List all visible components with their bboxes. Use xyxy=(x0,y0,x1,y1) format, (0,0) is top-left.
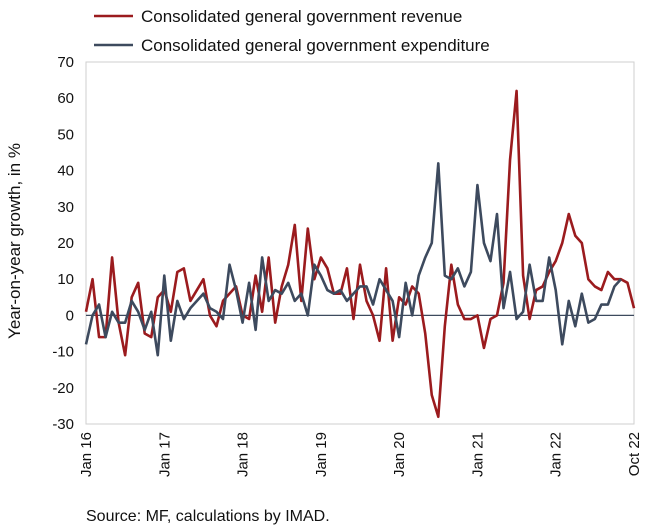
revenue-series-line xyxy=(84,89,636,419)
x-tick-label: Jan 21 xyxy=(469,432,486,477)
x-tick-label: Jan 16 xyxy=(78,432,95,477)
y-tick-label: 50 xyxy=(57,126,74,143)
y-tick-label: -30 xyxy=(52,416,74,433)
source-note: Source: MF, calculations by IMAD. xyxy=(86,508,330,525)
y-tick-label: 20 xyxy=(57,235,74,252)
expenditure-series-line xyxy=(84,162,622,357)
x-tick-label: Jan 18 xyxy=(235,432,252,477)
y-axis-label: Year-on-year growth, in % xyxy=(5,143,24,339)
plot-area xyxy=(84,61,636,425)
y-tick-label: 40 xyxy=(57,163,74,180)
legend: Consolidated general government revenue C… xyxy=(94,7,490,55)
y-tick-label: 60 xyxy=(57,90,74,107)
y-tick-label: -10 xyxy=(52,344,74,361)
y-axis: -30 -20 -10 0 10 20 30 40 50 60 70 xyxy=(52,54,74,433)
x-tick-label: Jan 19 xyxy=(313,432,330,477)
x-tick-label: Jan 20 xyxy=(391,432,408,477)
plot-frame xyxy=(85,61,635,425)
y-tick-label: -20 xyxy=(52,380,74,397)
y-tick-label: 10 xyxy=(57,271,74,288)
x-tick-label: Jan 22 xyxy=(548,432,565,477)
y-tick-label: 0 xyxy=(66,307,74,324)
x-tick-label: Jan 17 xyxy=(156,432,173,477)
legend-label: Consolidated general government expendit… xyxy=(141,36,490,55)
x-axis: Jan 16 Jan 17 Jan 18 Jan 19 Jan 20 Jan 21 Jan … xyxy=(78,432,643,477)
y-tick-label: 30 xyxy=(57,199,74,216)
y-tick-label: 70 xyxy=(57,54,74,71)
x-tick-label: Oct 22 xyxy=(626,432,643,476)
legend-label: Consolidated general government revenue xyxy=(141,7,462,26)
